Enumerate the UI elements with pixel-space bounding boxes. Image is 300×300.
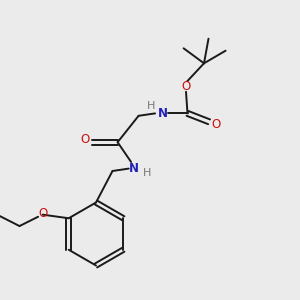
Text: O: O xyxy=(182,80,190,93)
Text: N: N xyxy=(129,162,139,175)
Text: H: H xyxy=(142,168,151,178)
Text: H: H xyxy=(146,101,155,111)
Text: O: O xyxy=(38,207,47,220)
Text: N: N xyxy=(158,107,168,120)
Text: O: O xyxy=(81,133,90,146)
Text: O: O xyxy=(211,118,220,131)
